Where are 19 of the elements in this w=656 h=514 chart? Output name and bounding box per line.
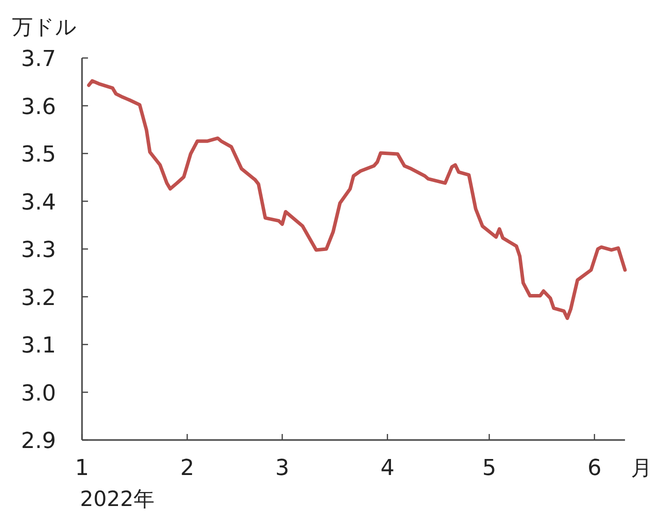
y-tick-label: 2.9: [21, 429, 56, 454]
x-tick-label: 3: [275, 456, 290, 481]
y-tick-label: 3.3: [21, 238, 56, 263]
x-axis-title: 月: [631, 456, 652, 480]
y-tick-label: 3.7: [21, 47, 56, 72]
x-tick-label: 4: [380, 456, 394, 481]
y-tick-label: 3.5: [21, 142, 56, 168]
y-tick-label: 3.0: [21, 381, 56, 406]
text: 2022年: [80, 487, 154, 511]
y-axis-title: 万ドル: [12, 15, 77, 39]
y-tick-label: 3.2: [21, 286, 56, 311]
x-tick-label: 2: [180, 456, 194, 481]
y-tick-label: 3.6: [21, 94, 56, 120]
line-series: [87, 79, 627, 320]
x-tick-label: 1: [75, 456, 89, 481]
x-tick-label: 6: [587, 456, 602, 481]
x-tick-label: 5: [482, 456, 496, 481]
y-tick-label: 3.4: [21, 190, 56, 216]
y-tick-label: 3.1: [21, 334, 56, 358]
